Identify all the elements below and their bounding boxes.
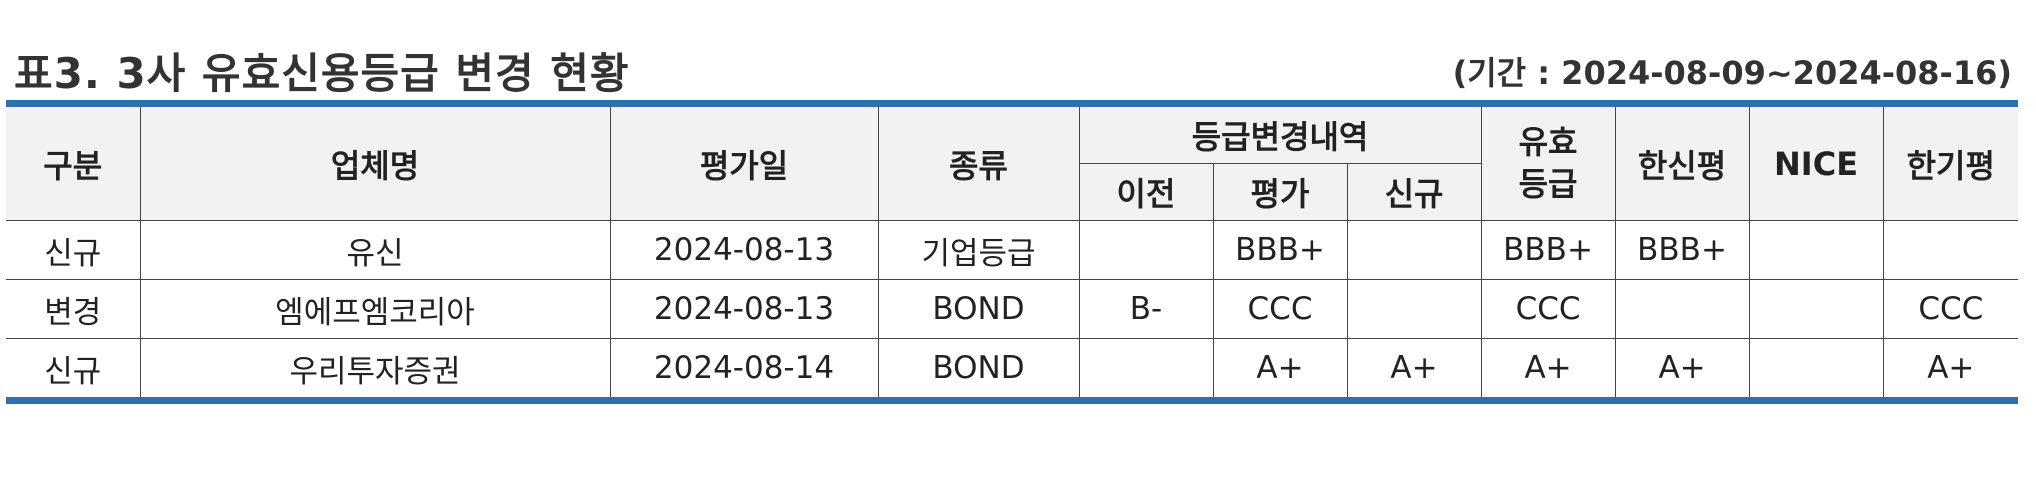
table-title: 표3. 3사 유효신용등급 변경 현황 bbox=[14, 49, 630, 98]
cell-new: A+ bbox=[1346, 338, 1482, 401]
cell-company: 엠에프엠코리아 bbox=[139, 279, 611, 339]
cell-category: 변경 bbox=[6, 279, 141, 339]
cell-date: 2024-08-13 bbox=[609, 279, 879, 339]
cell-category: 신규 bbox=[6, 338, 141, 401]
header-before: 이전 bbox=[1079, 163, 1214, 221]
cell-company: 우리투자증권 bbox=[139, 338, 611, 401]
header-evaluation: 평가 bbox=[1212, 163, 1348, 221]
header-change-history: 등급변경내역 bbox=[1078, 103, 1482, 164]
cell-hangi: CCC bbox=[1882, 279, 2019, 339]
cell-type: BOND bbox=[877, 338, 1080, 401]
cell-new bbox=[1346, 279, 1482, 339]
table-row: 신규 우리투자증권 2024-08-14 BOND A+ A+ A+ A+ A+ bbox=[6, 338, 2019, 401]
header-nice: NICE bbox=[1748, 103, 1884, 221]
cell-nice bbox=[1748, 338, 1884, 401]
cell-hanshin: A+ bbox=[1614, 338, 1750, 401]
header-eval-date: 평가일 bbox=[609, 103, 879, 221]
header-hanshin: 한신평 bbox=[1614, 103, 1750, 221]
cell-date: 2024-08-13 bbox=[609, 220, 879, 280]
cell-before bbox=[1078, 220, 1214, 280]
cell-eval: CCC bbox=[1212, 279, 1348, 339]
period-label: (기간 : 2024-08-09~2024-08-16) bbox=[1452, 54, 2012, 92]
cell-nice bbox=[1748, 220, 1884, 280]
header-hangi: 한기평 bbox=[1882, 103, 2019, 221]
cell-hangi bbox=[1882, 220, 2019, 280]
header-new: 신규 bbox=[1346, 163, 1482, 221]
cell-category: 신규 bbox=[6, 220, 141, 280]
cell-valid: A+ bbox=[1480, 338, 1616, 401]
cell-new bbox=[1346, 220, 1482, 280]
cell-type: 기업등급 bbox=[877, 220, 1080, 280]
cell-valid: BBB+ bbox=[1480, 220, 1616, 280]
header-type: 종류 bbox=[877, 103, 1080, 221]
cell-before: B- bbox=[1078, 279, 1214, 339]
cell-type: BOND bbox=[877, 279, 1080, 339]
rating-change-table: 구분 업체명 평가일 종류 등급변경내역 유효 등급 한신평 NICE 한기평 … bbox=[6, 100, 2019, 404]
cell-eval: A+ bbox=[1212, 338, 1348, 401]
header-company: 업체명 bbox=[139, 103, 611, 221]
header-category: 구분 bbox=[6, 103, 141, 221]
header-valid-grade: 유효 등급 bbox=[1480, 103, 1616, 221]
cell-hanshin: BBB+ bbox=[1614, 220, 1750, 280]
cell-hangi: A+ bbox=[1882, 338, 2019, 401]
cell-before bbox=[1078, 338, 1214, 401]
cell-eval: BBB+ bbox=[1212, 220, 1348, 280]
cell-company: 유신 bbox=[139, 220, 611, 280]
table-row: 변경 엠에프엠코리아 2024-08-13 BOND B- CCC CCC CC… bbox=[6, 279, 2019, 339]
cell-valid: CCC bbox=[1480, 279, 1616, 339]
cell-hanshin bbox=[1614, 279, 1750, 339]
cell-date: 2024-08-14 bbox=[609, 338, 879, 401]
table-row: 신규 유신 2024-08-13 기업등급 BBB+ BBB+ BBB+ bbox=[6, 220, 2019, 280]
cell-nice bbox=[1748, 279, 1884, 339]
